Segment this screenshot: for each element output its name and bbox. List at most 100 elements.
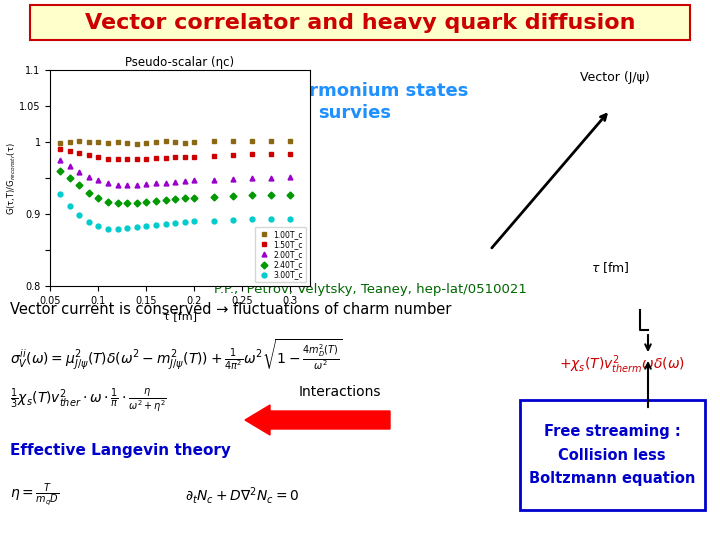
Text: Vector correlator and heavy quark diffusion: Vector correlator and heavy quark diffus…	[85, 13, 635, 33]
1.00T_c	[55, 140, 64, 146]
1.50T_c	[55, 146, 64, 153]
2.40T_c	[161, 197, 170, 203]
2.00T_c	[228, 176, 237, 182]
1.50T_c	[142, 156, 150, 162]
3.00T_c	[181, 219, 189, 225]
2.40T_c	[94, 195, 103, 201]
2.40T_c	[210, 194, 218, 200]
3.00T_c	[171, 220, 179, 226]
Text: Free streaming :
Collision less
Boltzmann equation: Free streaming : Collision less Boltzman…	[528, 424, 696, 486]
1.00T_c	[75, 138, 84, 145]
2.40T_c	[113, 200, 122, 207]
2.00T_c	[132, 181, 141, 188]
3.00T_c	[104, 225, 112, 232]
2.00T_c	[113, 181, 122, 188]
1.50T_c	[104, 156, 112, 162]
3.00T_c	[152, 222, 161, 228]
1.00T_c	[94, 139, 103, 145]
1.50T_c	[84, 152, 93, 158]
Bar	[520, 400, 705, 510]
2.40T_c	[181, 195, 189, 201]
1.00T_c	[171, 139, 179, 145]
Text: P.P.,  Petrov, Velytsky, Teaney, hep-lat/0510021: P.P., Petrov, Velytsky, Teaney, hep-lat/…	[214, 284, 526, 296]
2.00T_c	[66, 163, 74, 169]
1.50T_c	[210, 153, 218, 159]
3.00T_c	[190, 218, 199, 225]
3.00T_c	[228, 217, 237, 223]
2.40T_c	[132, 199, 141, 206]
2.00T_c	[142, 181, 150, 187]
1.00T_c	[123, 140, 132, 146]
3.00T_c	[75, 212, 84, 218]
2.00T_c	[55, 157, 64, 164]
Text: $\sigma_V^{ii}(\omega) = \mu^2_{J/\psi}(T)\delta(\omega^2 - m^2_{J/\psi}(T)) + \: $\sigma_V^{ii}(\omega) = \mu^2_{J/\psi}(…	[10, 338, 343, 373]
2.40T_c	[267, 192, 276, 198]
1.00T_c	[84, 139, 93, 145]
1.50T_c	[267, 151, 276, 157]
2.00T_c	[190, 177, 199, 184]
Text: $\frac{1}{3}\chi_s(T)v^2_{ther} \cdot \omega \cdot \frac{1}{\pi} \cdot \frac{\et: $\frac{1}{3}\chi_s(T)v^2_{ther} \cdot \o…	[10, 386, 167, 414]
2.40T_c	[104, 199, 112, 205]
3.00T_c	[210, 218, 218, 224]
1.50T_c	[113, 156, 122, 163]
2.40T_c	[84, 190, 93, 196]
Text: Effective Langevin theory: Effective Langevin theory	[10, 442, 231, 457]
Line: 3.00T_c: 3.00T_c	[58, 192, 293, 231]
1.00T_c	[161, 138, 170, 145]
X-axis label: τ [fm]: τ [fm]	[163, 312, 197, 321]
FancyArrow shape	[245, 405, 390, 435]
Text: Vector (J/ψ): Vector (J/ψ)	[580, 71, 650, 84]
3.00T_c	[94, 223, 103, 230]
1.50T_c	[190, 153, 199, 160]
2.00T_c	[171, 179, 179, 185]
3.00T_c	[267, 215, 276, 222]
2.00T_c	[75, 168, 84, 175]
Text: 1S charmonium states
survies: 1S charmonium states survies	[242, 82, 468, 122]
1.00T_c	[152, 139, 161, 145]
2.00T_c	[104, 180, 112, 186]
1.00T_c	[181, 140, 189, 146]
2.00T_c	[94, 177, 103, 184]
Text: Interactions: Interactions	[299, 385, 382, 399]
2.00T_c	[152, 180, 161, 186]
1.00T_c	[228, 138, 237, 145]
3.00T_c	[248, 216, 256, 222]
3.00T_c	[66, 202, 74, 209]
Line: 2.00T_c: 2.00T_c	[58, 158, 293, 188]
Line: 1.00T_c: 1.00T_c	[58, 138, 293, 146]
3.00T_c	[161, 220, 170, 227]
1.50T_c	[248, 151, 256, 158]
1.00T_c	[267, 138, 276, 144]
1.00T_c	[142, 140, 150, 146]
1.50T_c	[123, 156, 132, 163]
1.00T_c	[132, 140, 141, 147]
1.50T_c	[152, 155, 161, 161]
2.40T_c	[123, 200, 132, 207]
2.40T_c	[248, 192, 256, 199]
3.00T_c	[132, 224, 141, 231]
2.00T_c	[248, 175, 256, 181]
1.50T_c	[171, 154, 179, 160]
1.00T_c	[113, 139, 122, 145]
2.00T_c	[161, 179, 170, 186]
Bar	[30, 5, 690, 40]
Text: $\tau$ [fm]: $\tau$ [fm]	[590, 260, 629, 275]
2.00T_c	[267, 175, 276, 181]
3.00T_c	[55, 191, 64, 197]
1.00T_c	[66, 139, 74, 145]
2.00T_c	[84, 173, 93, 180]
2.40T_c	[55, 168, 64, 174]
3.00T_c	[123, 225, 132, 231]
Text: $\partial_t N_c + D\nabla^2 N_c = 0$: $\partial_t N_c + D\nabla^2 N_c = 0$	[185, 484, 300, 505]
1.00T_c	[190, 139, 199, 145]
2.40T_c	[171, 196, 179, 202]
2.00T_c	[286, 174, 294, 181]
2.00T_c	[210, 177, 218, 183]
1.00T_c	[210, 138, 218, 145]
Text: $+\chi_s(T)v^2_{therm}\omega\delta(\omega)$: $+\chi_s(T)v^2_{therm}\omega\delta(\omeg…	[559, 354, 685, 376]
2.40T_c	[142, 199, 150, 205]
2.40T_c	[152, 198, 161, 205]
3.00T_c	[286, 215, 294, 222]
1.00T_c	[286, 138, 294, 144]
2.00T_c	[181, 178, 189, 184]
